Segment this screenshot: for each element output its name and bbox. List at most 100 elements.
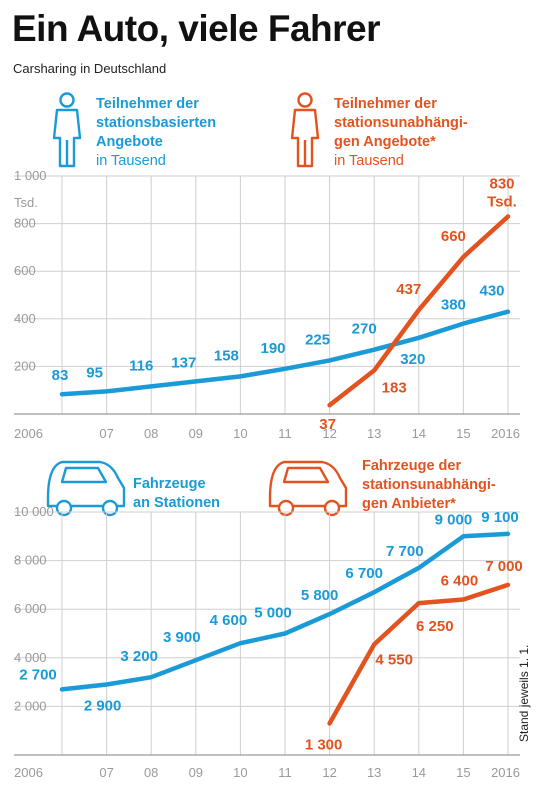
data-label: 7 700 [386,543,424,560]
x-tick-label: 07 [99,765,113,780]
data-label: 2 900 [84,698,122,715]
legend-bottom-orange-line2: stationsunabhängi- [362,477,496,493]
legend-top-orange-line3: gen Angebote* [334,134,436,150]
data-label: 4 600 [210,612,248,629]
x-tick-label: 10 [233,765,247,780]
data-label: 225 [305,331,330,348]
x-tick-label: 2006 [14,426,43,441]
data-label: 2 700 [19,666,57,683]
legend-bottom-orange-line1: Fahrzeuge der [362,458,461,474]
data-label: 5 800 [301,587,339,604]
page-subtitle: Carsharing in Deutschland [13,61,167,76]
x-tick-label: 14 [412,765,426,780]
svg-text:stationsunabhängi-: stationsunabhängi- [362,477,496,493]
data-label: 660 [441,228,466,245]
data-label: 430 [479,283,504,300]
data-label: 437 [396,281,421,298]
svg-text:Fahrzeuge: Fahrzeuge [133,476,206,492]
data-label: 6 400 [441,572,479,589]
x-tick-label: 14 [412,426,426,441]
data-label: 95 [86,364,103,381]
y-tick-label: 8 000 [14,553,47,568]
legend-bottom: Fahrzeuge an Stationen Fahrzeuge der sta… [46,458,496,517]
data-label: 7 000 [485,558,523,575]
y-tick-label: 6 000 [14,601,47,616]
car-icon [268,460,348,517]
data-label: 6 700 [345,565,383,582]
legend-top-orange-line2: stationsunabhängi- [334,115,468,131]
data-label: 5 000 [254,605,292,622]
data-label: 183 [382,379,407,396]
svg-text:Angebote: Angebote [96,134,163,150]
legend-top-blue-line2: stationsbasierten [96,115,216,131]
x-tick-label: 12 [322,426,336,441]
person-icon [52,92,82,168]
svg-text:stationsbasierten: stationsbasierten [96,115,216,131]
data-label: 6 250 [416,618,454,635]
data-label-unit: Tsd. [487,193,517,210]
x-tick-label: 10 [233,426,247,441]
data-label: 37 [319,416,336,433]
x-tick-label: 07 [99,426,113,441]
data-label: 9 100 [481,509,519,526]
y-tick-label: 4 000 [14,650,47,665]
svg-text:Fahrzeuge der: Fahrzeuge der [362,458,461,474]
legend-top: Teilnehmer der stationsbasierten Angebot… [52,92,468,169]
x-tick-label: 2016 [491,765,520,780]
data-label: 83 [52,367,69,384]
x-tick-label: 2006 [14,765,43,780]
legend-bottom-blue-line2: an Stationen [133,495,220,511]
data-label: 137 [171,354,196,371]
footnote-stand: Stand jeweils 1. 1. [517,645,531,742]
x-tick-label: 09 [189,765,203,780]
svg-text:Teilnehmer der: Teilnehmer der [334,96,437,112]
person-icon [290,92,320,168]
x-tick-label: 15 [456,426,470,441]
legend-top-blue-unit: in Tausend [96,153,166,169]
x-tick-label: 2016 [491,426,520,441]
data-label: 1 300 [305,736,343,753]
x-tick-label: 13 [367,426,381,441]
data-label: 190 [260,340,285,357]
legend-top-blue-line1: Teilnehmer der [96,96,199,112]
y-tick-label: 1 000 [14,168,47,183]
svg-text:stationsunabhängi-: stationsunabhängi- [334,115,468,131]
data-label: 3 900 [163,629,201,646]
x-tick-label: 12 [322,765,336,780]
data-label: 158 [214,347,239,364]
y-axis-unit: Tsd. [14,195,38,210]
data-label: 830 [489,175,514,192]
y-tick-label: 400 [14,311,36,326]
x-tick-label: 08 [144,426,158,441]
svg-text:gen Anbieter*: gen Anbieter* [362,496,456,512]
legend-bottom-blue-line1: Fahrzeuge [133,476,206,492]
legend-top-orange-line1: Teilnehmer der [334,96,437,112]
y-tick-label: 2 000 [14,698,47,713]
data-label: 9 000 [435,511,473,528]
x-tick-label: 15 [456,765,470,780]
data-label: 270 [352,321,377,338]
y-tick-label: 600 [14,263,36,278]
car-icon [46,460,126,517]
y-tick-label: 800 [14,216,36,231]
chart-bottom-plot: 2 000 4 000 6 000 8 000 10 000 2006 07 08 09 10 11… [14,504,523,780]
x-tick-label: 13 [367,765,381,780]
y-tick-label: 200 [14,358,36,373]
data-label: 4 550 [375,651,413,668]
legend-top-blue-line3: Angebote [96,134,163,150]
chart-top-plot: 200 400 600 800 1 000 Tsd. 2006 07 08 09 10 11 12 13 1… [14,168,520,441]
x-tick-label: 11 [278,426,292,441]
x-tick-label: 11 [278,765,292,780]
data-label: 380 [441,297,466,314]
data-label: 3 200 [120,648,158,665]
legend-bottom-orange-line3: gen Anbieter* [362,496,456,512]
page-title: Ein Auto, viele Fahrer [12,8,381,49]
svg-text:gen Angebote*: gen Angebote* [334,134,436,150]
x-tick-label: 09 [189,426,203,441]
svg-text:an Stationen: an Stationen [133,495,220,511]
svg-text:Teilnehmer der: Teilnehmer der [96,96,199,112]
y-tick-label: 10 000 [14,504,54,519]
data-label: 116 [129,357,153,374]
data-label: 320 [400,351,425,368]
